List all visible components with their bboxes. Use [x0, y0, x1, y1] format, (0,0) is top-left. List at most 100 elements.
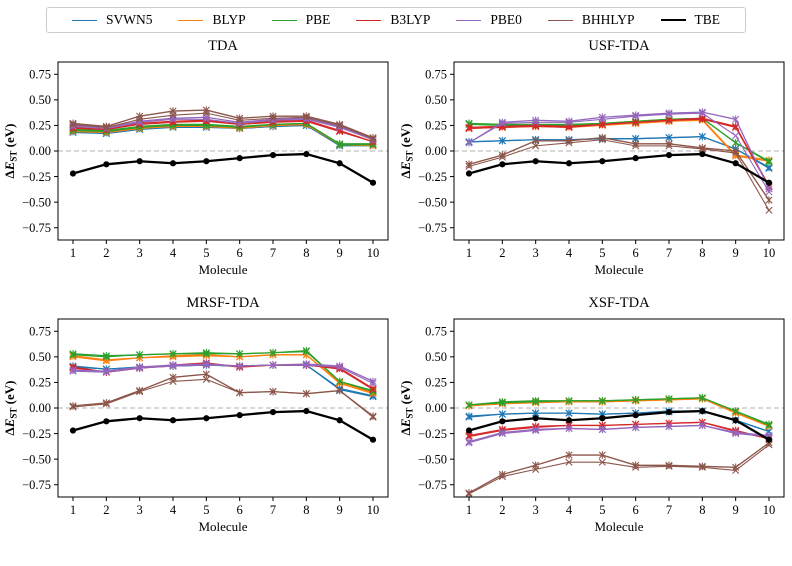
data-point: [369, 384, 377, 393]
legend-line-sample: [547, 19, 573, 21]
data-point: [169, 160, 177, 167]
y-tick-label: 0.75: [425, 324, 447, 338]
series-TBE: [69, 150, 377, 186]
data-point: [765, 179, 773, 186]
y-tick-label: −0.50: [22, 452, 51, 466]
data-point: [565, 458, 573, 466]
y-axis-label: ΔEST (eV): [2, 381, 19, 436]
data-point: [169, 417, 177, 424]
series-line: [468, 424, 770, 443]
data-point: [698, 393, 706, 402]
data-point: [599, 415, 606, 422]
data-point: [102, 367, 110, 375]
y-tick-label: −0.50: [22, 195, 51, 209]
series-PBE0: [465, 421, 773, 446]
x-tick-label: 10: [763, 503, 776, 517]
data-point: [336, 362, 344, 370]
data-point: [632, 140, 640, 148]
data-point: [699, 150, 706, 158]
legend: SVWN5 BLYP PBE B3LYP PBE0 BHHLYP TBE: [45, 7, 747, 33]
data-point: [532, 116, 540, 125]
y-tick-label: 0.25: [425, 376, 447, 390]
data-point: [136, 363, 144, 371]
data-point: [465, 427, 473, 434]
data-point: [532, 461, 540, 470]
data-point: [498, 118, 506, 127]
data-point: [532, 158, 539, 165]
data-point: [532, 415, 539, 422]
y-axis-label: ΔEST (eV): [398, 381, 415, 436]
data-point: [632, 461, 640, 470]
series-PBE0: [69, 360, 377, 386]
series-TBE: [465, 407, 773, 443]
legend-line-sample: [178, 19, 204, 21]
legend-label: TBE: [694, 12, 721, 27]
y-tick-label: 0.75: [29, 67, 51, 81]
legend-label: PBE0: [490, 12, 522, 27]
x-tick-label: 8: [699, 246, 705, 260]
series-line: [72, 112, 374, 140]
data-point: [665, 151, 673, 159]
x-tick-label: 9: [337, 503, 343, 517]
x-tick-label: 3: [137, 503, 143, 517]
x-tick-label: 1: [70, 503, 76, 517]
data-point: [732, 132, 740, 140]
chart-tda-canvas: 0.75 0.50 0.25 0.00 −0.25 −0.50 −0.75 1 2 3 4 5 6 7 8 9…: [2, 61, 389, 277]
data-point: [69, 366, 77, 374]
x-axis-label: Molecule: [198, 262, 247, 277]
series-line: [468, 444, 770, 495]
data-point: [765, 436, 773, 443]
x-tick-label: 10: [367, 246, 380, 260]
legend-line-sample: [356, 19, 382, 21]
data-point: [369, 412, 377, 420]
data-point: [336, 386, 344, 395]
y-tick-label: 0.00: [425, 401, 447, 415]
series-line: [72, 116, 374, 141]
data-point: [102, 122, 110, 131]
legend-line-sample: [456, 19, 482, 21]
x-axis-label: Molecule: [594, 519, 643, 534]
series-line: [468, 111, 770, 190]
data-point: [69, 119, 77, 128]
data-point: [269, 408, 277, 416]
data-point: [269, 361, 277, 369]
y-tick-label: −0.25: [418, 427, 447, 441]
data-point: [598, 133, 606, 142]
y-tick-label: −0.75: [418, 478, 447, 492]
series-line: [72, 118, 374, 141]
data-point: [465, 489, 473, 497]
data-point: [136, 415, 143, 422]
series-PBE0-x: [465, 421, 773, 447]
series-line: [468, 135, 770, 168]
y-tick-label: 0.00: [29, 401, 51, 415]
data-point: [302, 360, 310, 368]
x-tick-label: 7: [270, 503, 276, 517]
legend-line-sample: [660, 19, 686, 21]
series-BHHLYP: [465, 438, 773, 497]
chart-xsf-tda-canvas: 0.75 0.50 0.25 0.00 −0.25 −0.50 −0.75 1 2 3 4 5 6 7 8 9…: [398, 318, 785, 534]
data-point: [665, 461, 673, 470]
data-point: [732, 147, 740, 155]
x-tick-label: 6: [237, 503, 243, 517]
data-point: [236, 349, 244, 358]
data-point: [302, 389, 310, 398]
data-point: [732, 428, 740, 437]
data-point: [499, 418, 506, 425]
data-point: [598, 451, 606, 459]
data-point: [732, 417, 739, 424]
subplot-mrsf-tda: MRSF-TDA 0.75 0.50 0.25 0.00 −0.25 −0.50 −0.75…: [0, 294, 396, 545]
data-point: [102, 399, 110, 407]
data-point: [69, 402, 77, 410]
data-point: [236, 155, 243, 162]
y-axis-label: ΔEST (eV): [2, 124, 19, 179]
data-point: [369, 436, 377, 443]
data-point: [169, 107, 177, 115]
x-tick-label: 3: [533, 246, 539, 260]
series-PBE0: [465, 108, 773, 193]
data-point: [765, 196, 773, 204]
data-point: [269, 387, 277, 396]
x-tick-label: 6: [633, 246, 639, 260]
series-line: [72, 373, 374, 417]
x-tick-label: 2: [499, 503, 505, 517]
x-tick-label: 3: [533, 503, 539, 517]
